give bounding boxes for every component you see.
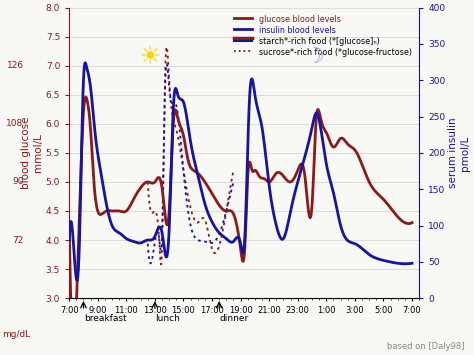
Y-axis label: serum insulin
pmol/L: serum insulin pmol/L [448,118,470,188]
Text: dinner: dinner [220,315,249,323]
Text: 72: 72 [12,235,24,245]
Legend: glucose blood levels, insulin blood levels, starch*-rich food (*[glucose]ₙ), suc: glucose blood levels, insulin blood leve… [235,15,411,57]
Text: mg/dL: mg/dL [2,330,31,339]
Text: breakfast: breakfast [84,315,127,323]
Text: lunch: lunch [155,315,181,323]
Text: 108: 108 [7,119,24,129]
Text: 126: 126 [7,61,24,70]
Y-axis label: blood glucose
mmol/L: blood glucose mmol/L [21,117,43,189]
Text: ☀: ☀ [138,45,161,69]
Text: 90: 90 [12,178,24,186]
Text: based on [Daly98]: based on [Daly98] [387,343,465,351]
Text: ☽: ☽ [304,47,324,67]
